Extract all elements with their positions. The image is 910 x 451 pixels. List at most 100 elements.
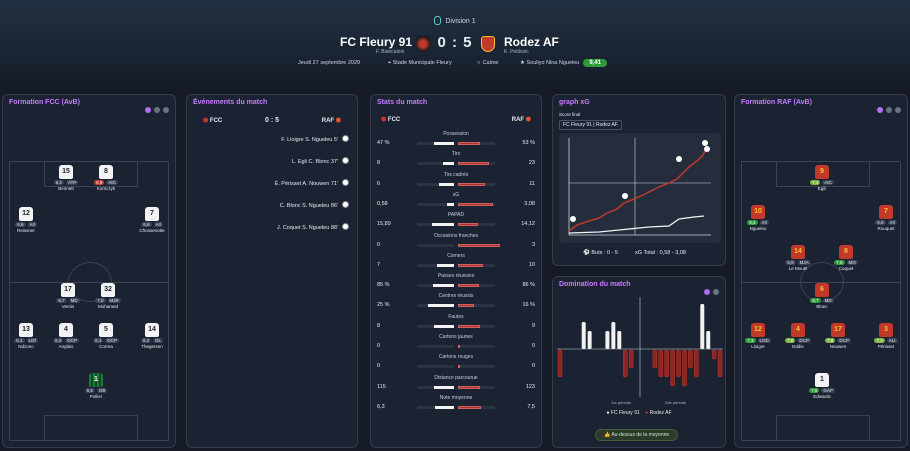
player-rating: 6,1 <box>93 338 104 343</box>
player-card[interactable]: 7 6,6 AIl Chossenotte <box>127 207 175 233</box>
stat-home-bar <box>443 162 454 166</box>
player-rating: 8,7 <box>810 298 821 303</box>
stat-home-bar <box>433 284 454 288</box>
player-card[interactable]: 13 6,1 LOf Ndzono <box>3 323 51 349</box>
pager-dot[interactable] <box>145 107 151 113</box>
center-circle <box>800 262 844 302</box>
player-name: Vernis <box>61 304 75 309</box>
pager-dot[interactable] <box>877 107 883 113</box>
stadium-icon: ⌖ <box>388 60 393 66</box>
player-card[interactable]: 12 7,3 LOD Lloigre <box>735 323 783 349</box>
stat-row: Fautes 8 9 <box>377 314 535 334</box>
player-card[interactable]: 12 6,6 AIl Reissner <box>3 207 51 233</box>
man-of-the-match[interactable]: ★ Souliyo Nina Ngueleu 9,41 <box>520 59 608 67</box>
player-card[interactable]: 5 6,1 DCP Correa <box>81 323 131 349</box>
formation-pager[interactable] <box>142 100 169 118</box>
player-name: Pollier <box>89 394 103 399</box>
stat-label: Fautes <box>448 313 464 320</box>
stat-bar-track <box>417 202 454 206</box>
stat-away-bar <box>458 324 480 328</box>
event-row[interactable]: É. Périsset A. Nouwen 71' <box>275 179 349 187</box>
stat-home-bar <box>432 223 454 227</box>
player-card[interactable]: 7 6,8 AIl Rouquet <box>861 205 907 231</box>
shirt-icon: 7 <box>145 207 159 221</box>
stat-bar-track <box>417 162 454 166</box>
shirt-icon: 17 <box>61 283 75 297</box>
shirt-icon: 12 <box>19 207 33 221</box>
stats-home: ⬢ FCC <box>381 117 401 123</box>
player-card[interactable]: 17 7,8 DCP Nouwen <box>813 323 863 349</box>
shirt-icon: 13 <box>19 323 33 337</box>
player-card[interactable]: 8 7,6 MO Coquet <box>821 245 871 271</box>
home-team-name[interactable]: FC Fleury 91 <box>340 35 413 49</box>
stat-home-bar <box>434 324 454 328</box>
pager-dot[interactable] <box>704 289 710 295</box>
player-rating: 7,4 <box>874 338 885 343</box>
player-card[interactable]: 14 6,8 MJA Le Mouël <box>773 245 823 271</box>
event-row[interactable]: L. Egli C. Blonc 37' <box>292 157 349 165</box>
away-crest-icon <box>481 36 495 52</box>
pager-dot[interactable] <box>886 107 892 113</box>
above-average-button[interactable]: 👍 Au-dessus de la moyenne <box>595 429 679 441</box>
player-card[interactable]: 3 7,4 ALI Périsset <box>861 323 907 349</box>
events-home: ⬢ FCC <box>203 118 223 124</box>
player-card[interactable]: 4 7,0 DCP Eddie <box>773 323 823 349</box>
domination-pager[interactable] <box>701 282 719 300</box>
away-team-name[interactable]: Rodez AF <box>504 35 559 49</box>
stat-label: xG <box>452 191 460 198</box>
stat-bar-track <box>417 182 454 186</box>
stats-panel: Stats du match ⬢ FCC RAF ⬢ Possession 47… <box>370 94 542 448</box>
thumb-icon: 👍 <box>604 432 612 438</box>
formation-pager[interactable] <box>874 100 901 118</box>
player-rating: 7,0 <box>95 298 106 303</box>
player-position: ALI <box>886 338 898 343</box>
pager-dot[interactable] <box>895 107 901 113</box>
player-card[interactable]: 14 6,2 DL Thegersen <box>127 323 175 349</box>
player-card[interactable]: 1 7,6 GAP Edwards <box>797 373 847 399</box>
stat-bar-track <box>458 365 495 369</box>
event-row[interactable]: F. Lloigre S. Ngueleu 5' <box>281 135 349 143</box>
player-card[interactable]: 17 6,7 MD Vernis <box>43 283 93 309</box>
player-card[interactable]: 1 6,5 GB Pollier <box>71 373 121 399</box>
domination-title: Domination du match <box>559 281 631 288</box>
competition[interactable]: Division 1 <box>0 16 910 25</box>
shirt-icon: 32 <box>101 283 115 297</box>
player-card[interactable]: 32 7,0 MJR Mohamed <box>83 283 133 309</box>
stat-home-value: 7 <box>377 261 381 268</box>
domination-legend: ● FC Fleury 91 ● Rodez AF <box>606 410 672 416</box>
tab-away[interactable]: Rodez AF <box>595 122 618 128</box>
event-row[interactable]: J. Coquet S. Ngueleu 88' <box>277 223 349 231</box>
player-card[interactable]: 10 9,4 AIl Ngueleu <box>735 205 783 231</box>
stat-away-value: 53 % <box>522 140 535 146</box>
stat-away-value: 7,5 <box>527 403 535 410</box>
player-rating: 6,8 <box>875 220 886 225</box>
player-name: Ndzono <box>18 344 34 349</box>
stat-away-bar <box>458 243 500 247</box>
shirt-icon: 1 <box>815 373 829 387</box>
pager-dot[interactable] <box>163 107 169 113</box>
player-rating: 7,0 <box>785 338 796 343</box>
player-card[interactable]: 6 8,7 MD Blonc <box>797 283 847 309</box>
event-row[interactable]: C. Blonc S. Ngueleu 86' <box>280 201 349 209</box>
player-card[interactable]: 4 6,3 DCP Anglais <box>41 323 91 349</box>
stat-home-bar <box>447 202 454 206</box>
stat-label: Corners <box>447 252 465 259</box>
stat-row: Occasions franches 0 3 <box>377 233 535 253</box>
stat-label: Centres réussis <box>438 293 474 300</box>
player-card[interactable]: 8 5,9 AtC Komczyk <box>81 165 131 191</box>
pager-dot[interactable] <box>154 107 160 113</box>
player-card[interactable]: 15 6,2 ATP Bennett <box>41 165 91 191</box>
stat-away-value: 3,08 <box>524 200 535 207</box>
away-crest-icon: ⬢ <box>334 118 341 124</box>
away-dominance-bar <box>682 349 687 387</box>
tab-home[interactable]: FC Fleury 91 <box>563 122 592 128</box>
stat-away-value: 9 <box>531 322 535 329</box>
competition-icon <box>434 16 442 25</box>
penalty-box <box>776 161 870 187</box>
stat-home-value: 8 <box>377 160 381 167</box>
pager-dot[interactable] <box>713 289 719 295</box>
player-card[interactable]: 9 7,4 AtC Egili <box>797 165 847 191</box>
player-rating: 6,6 <box>15 222 26 227</box>
stadium: ⌖ Stade Municipale Fleury <box>388 60 452 66</box>
stat-bar-track <box>417 243 454 247</box>
